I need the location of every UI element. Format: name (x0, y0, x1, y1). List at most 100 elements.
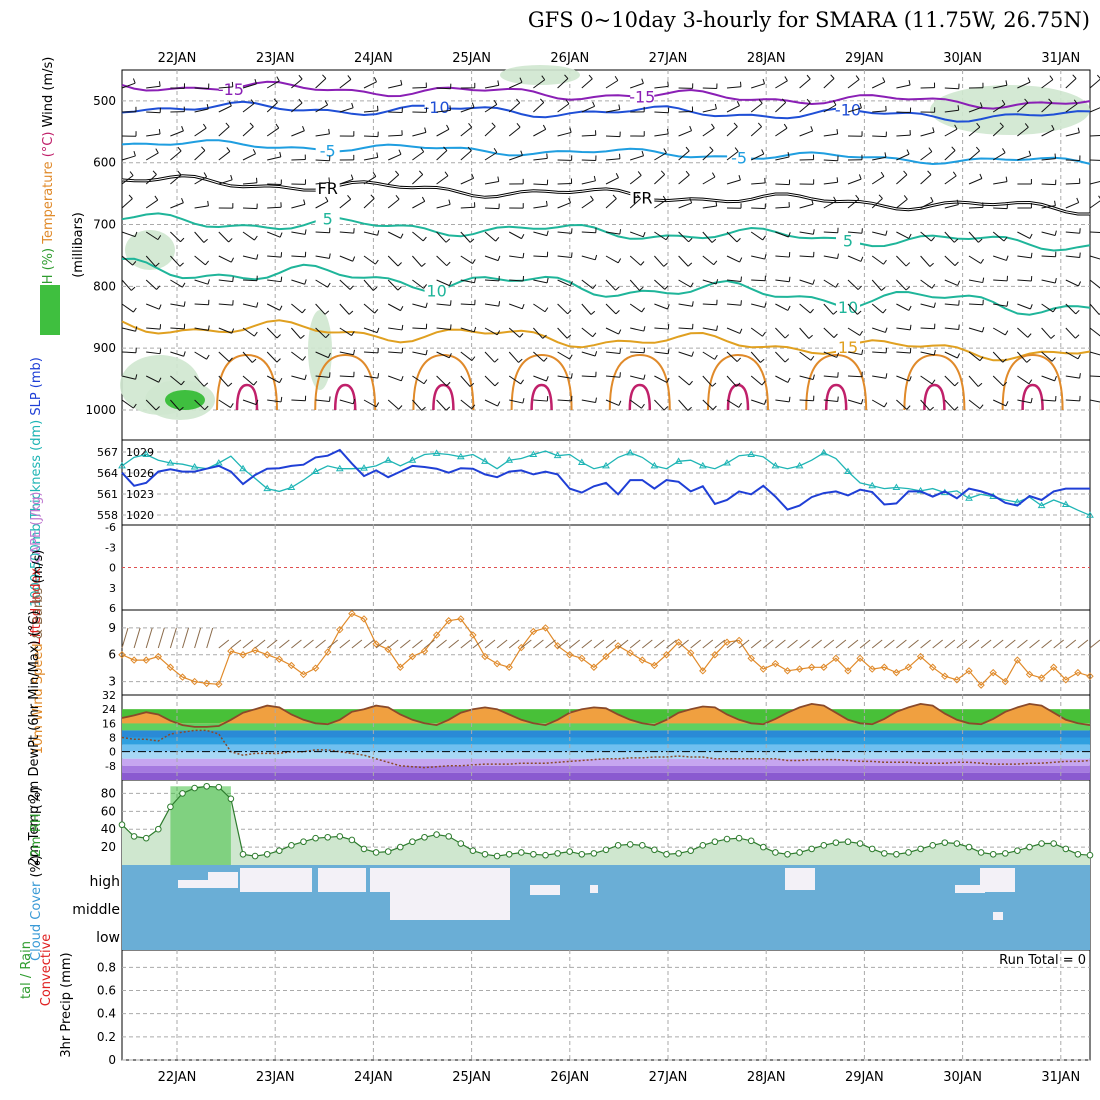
rh-marker (505, 850, 513, 858)
wind-barb-flag (908, 80, 911, 86)
wind-barb (291, 102, 303, 113)
wind-barb-flag (618, 329, 622, 335)
date-tick-top: 31JAN (1041, 51, 1080, 66)
wind-barb-flag (641, 150, 645, 156)
wind-speed-marker (142, 656, 150, 664)
wind-barb (218, 399, 231, 408)
wind-barb (412, 303, 427, 309)
wind-barb (170, 202, 184, 209)
wind-barb-flag (230, 257, 235, 263)
wind-barb (267, 206, 282, 209)
wind-barb (944, 375, 956, 387)
wind-speed-marker (1013, 656, 1022, 664)
wind-tick: 6 (108, 648, 116, 662)
wind-barb-flag (498, 301, 501, 307)
temp-tick: -8 (105, 760, 116, 773)
wind-barb-flag (951, 146, 956, 151)
wind-barb-flag (1005, 80, 1008, 86)
wind-barb-flag (1027, 77, 1031, 83)
thickness-marker (408, 456, 417, 463)
wind-barb-flag (349, 285, 354, 290)
rh-high-band (170, 786, 231, 865)
wind-barb (267, 255, 282, 258)
wind-barb-flag (256, 254, 259, 260)
wind-barb (291, 351, 303, 361)
wind-barb-flag (133, 307, 137, 313)
surface-wind-barb (218, 639, 230, 649)
wind-barb-flag (643, 326, 646, 332)
thickness-marker (674, 457, 683, 464)
wind-barb (678, 150, 690, 161)
wind-barb (146, 327, 161, 330)
surface-wind-barb (520, 639, 532, 649)
thickness-marker (916, 486, 925, 494)
wind-barb-flag (398, 149, 402, 155)
wind-barb-flag (667, 348, 670, 354)
contour-label-bg (424, 282, 449, 299)
wind-barb-flag (494, 358, 499, 363)
surface-wind-barb (629, 639, 641, 649)
wind-barb-flag (615, 310, 620, 315)
wind-barb-flag (812, 374, 815, 380)
cloud-level-label: middle (72, 902, 120, 918)
wind-barb (896, 375, 910, 382)
wind-barb (363, 303, 375, 314)
wind-barb-flag (1024, 98, 1029, 104)
series-line (121, 450, 1091, 516)
rh-marker (687, 847, 695, 854)
wind-barb-flag (324, 100, 329, 106)
wind-barb (121, 279, 132, 291)
slp-tick: 1029 (126, 446, 154, 459)
wind-barb-flag (909, 324, 912, 330)
wind-barb-flag (206, 104, 209, 110)
wind-barb (920, 279, 933, 289)
wind-barb-flag (328, 128, 330, 134)
wind-barb-flag (619, 348, 621, 354)
wind-barb (315, 231, 330, 234)
wind-barb (992, 399, 1007, 407)
surface-wind-barb (726, 639, 738, 649)
wind-barb-flag (953, 238, 959, 243)
wind-speed-marker (372, 640, 380, 648)
wind-barb (605, 399, 620, 406)
y-label-part: 2m Temp (27, 806, 42, 866)
wind-barb-flag (933, 302, 936, 308)
wind-barb (218, 231, 229, 243)
wind-barb (1041, 303, 1054, 313)
wind-barb (871, 255, 884, 265)
wind-barb-flag (522, 398, 525, 404)
panel-frame-wind10m (121, 609, 1091, 696)
contour-label-bg (630, 189, 655, 206)
wind-barb-flag (855, 194, 860, 200)
wind-barb (533, 327, 544, 339)
contour-label: 10 (838, 298, 858, 317)
thickness-tick: 558 (97, 509, 118, 522)
wind-barb (944, 255, 956, 266)
surface-wind-barb (980, 639, 992, 649)
wind-barb-flag (952, 171, 957, 177)
wind-barb (315, 279, 328, 288)
wind-barb-flag (1079, 373, 1081, 379)
rh-marker (747, 837, 755, 845)
wind-barb-flag (543, 357, 548, 362)
wind-barb-flag (539, 98, 545, 103)
wind-barb-flag (883, 259, 887, 265)
wind-barb (944, 231, 955, 243)
y-label-part: 2m RH (29, 813, 44, 857)
wind-barb-flag (497, 80, 500, 86)
date-tick-bottom: 29JAN (845, 1070, 884, 1085)
wind-barb (944, 303, 959, 306)
wind-speed-marker (565, 651, 574, 659)
surface-wind-barb (896, 639, 907, 649)
wind-barb (242, 83, 257, 89)
wind-barb (170, 375, 182, 386)
thickness-marker (723, 459, 731, 466)
wind-barb-flag (328, 177, 331, 183)
wind-barb (194, 150, 206, 161)
wind-speed-marker (287, 661, 296, 670)
wind-barb-flag (882, 77, 886, 83)
y-label-text: Convective (39, 934, 54, 1007)
wind-speed-marker (299, 670, 308, 679)
wind-speed-marker (1086, 672, 1094, 680)
wind-barb (363, 156, 378, 161)
